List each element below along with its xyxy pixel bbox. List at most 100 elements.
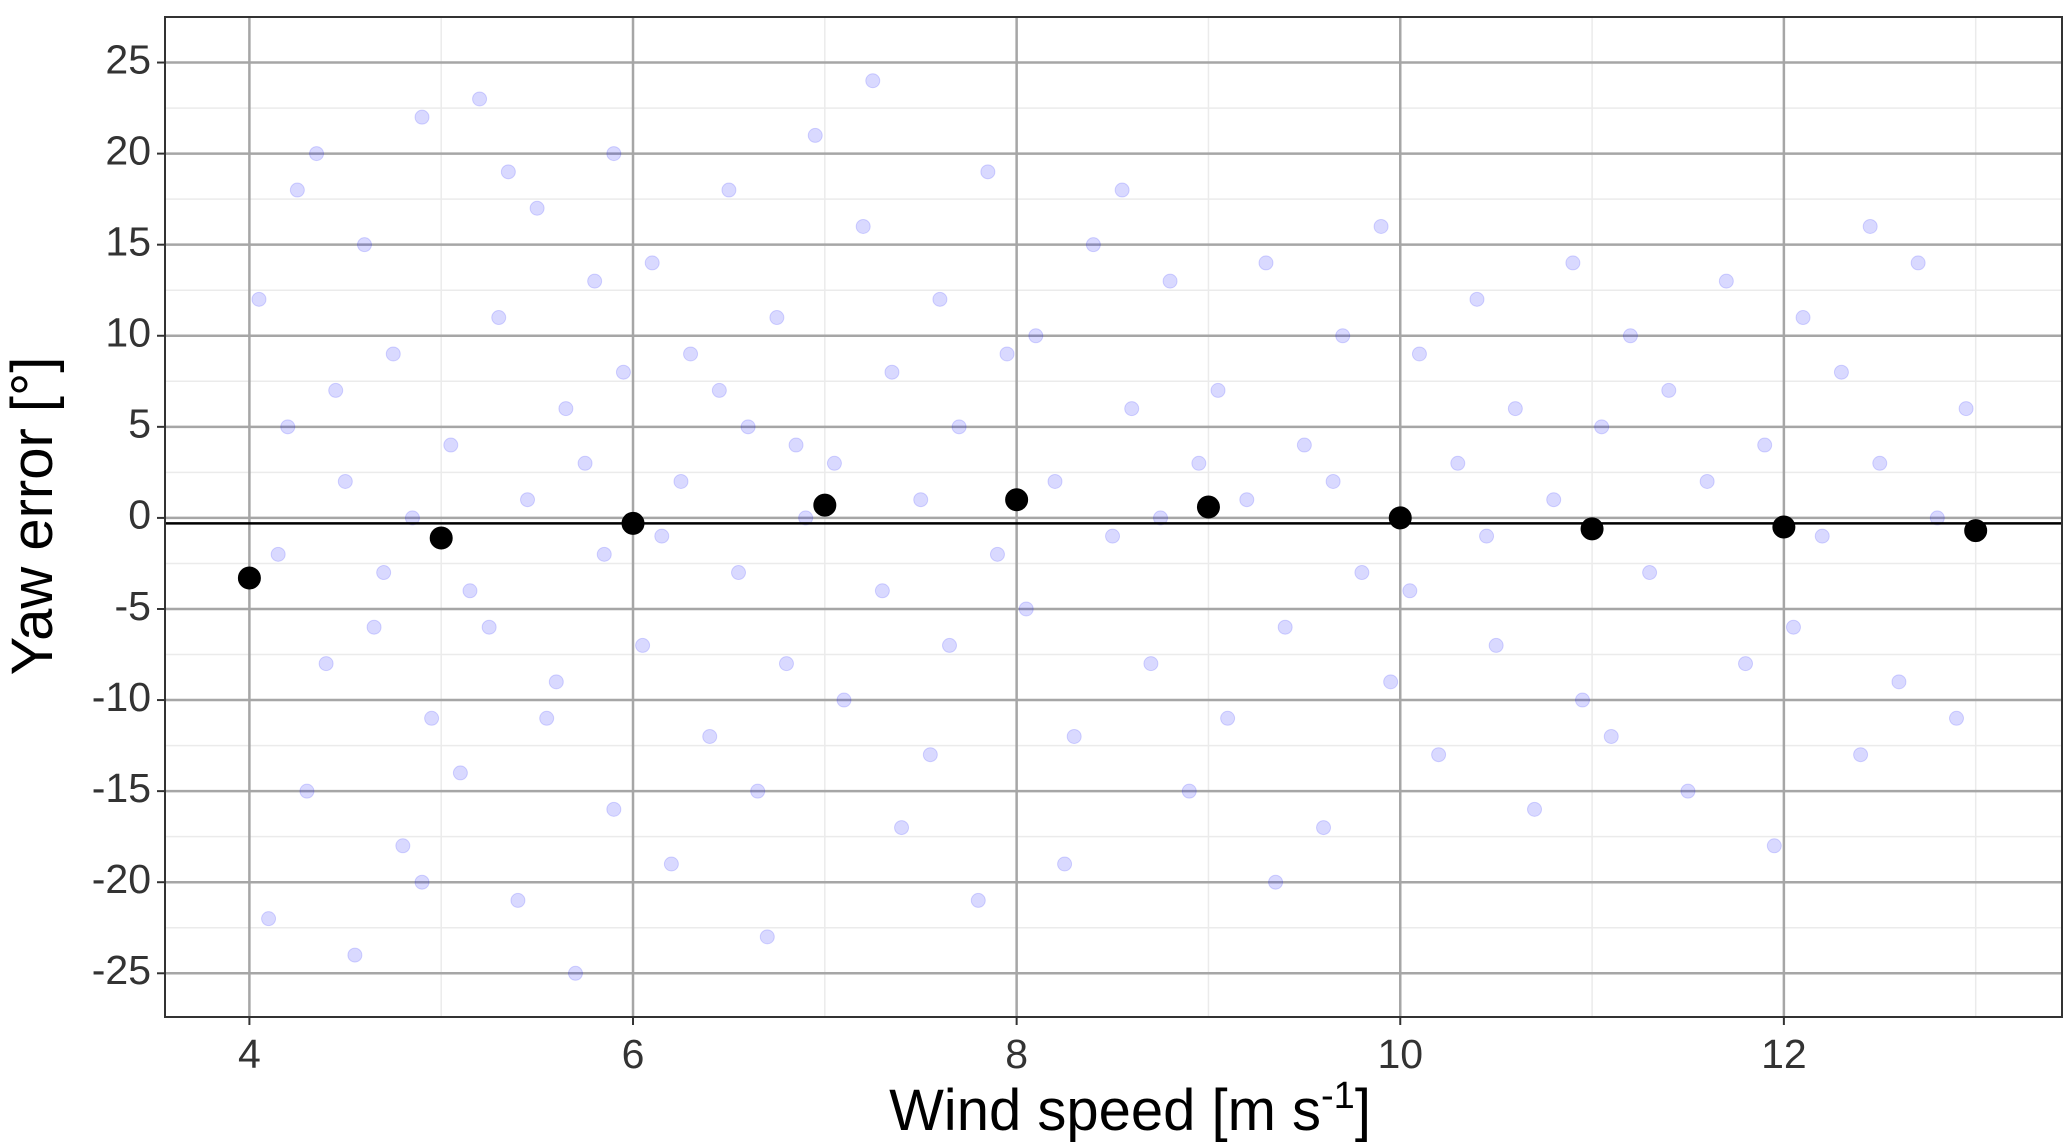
point [280,419,296,435]
point [721,182,737,198]
point [913,492,929,508]
point [813,493,837,517]
point [1699,473,1715,489]
point [654,528,670,544]
point [1527,801,1543,817]
point [414,874,430,890]
y-tick-label: 10 [105,310,151,356]
point [237,566,261,590]
point [999,346,1015,362]
point [1296,437,1312,453]
point [366,619,382,635]
point [1066,728,1082,744]
point [1411,346,1427,362]
point [1450,455,1466,471]
point [855,218,871,234]
point [491,310,507,326]
point [356,237,372,253]
plot-border [164,16,2063,1018]
point [1085,237,1101,253]
point [1152,510,1168,526]
point [702,728,718,744]
point [270,546,286,562]
point [759,929,775,945]
point [1862,218,1878,234]
point [1239,492,1255,508]
point [836,692,852,708]
point [1220,710,1236,726]
point [1005,488,1029,512]
point [1718,273,1734,289]
point [347,947,363,963]
point [1958,401,1974,417]
point [1047,473,1063,489]
point [1833,364,1849,380]
point [376,565,392,581]
point [769,310,785,326]
y-tick-label: 25 [105,36,151,82]
point [1431,747,1447,763]
point [884,364,900,380]
point [548,674,564,690]
point [807,127,823,143]
point [251,291,267,307]
point [481,619,497,635]
y-tick-label: 20 [105,127,151,173]
point [606,801,622,817]
point [472,91,488,107]
point [289,182,305,198]
point [778,656,794,672]
point [621,511,645,535]
point [1258,255,1274,271]
x-tick-label: 10 [1377,1031,1423,1077]
point [932,291,948,307]
point [1757,437,1773,453]
point [1196,495,1220,519]
point [1785,619,1801,635]
point [1574,692,1590,708]
y-tick-label: -5 [115,583,151,629]
point [1603,728,1619,744]
point [711,382,727,398]
point [1546,492,1562,508]
point [1268,874,1284,890]
x-tick-label: 8 [1005,1031,1028,1077]
point [1325,473,1341,489]
point [1181,783,1197,799]
point [1642,565,1658,581]
x-tick-label: 4 [238,1031,261,1077]
point [1277,619,1293,635]
point [414,109,430,125]
y-tick-label: -15 [92,765,151,811]
point [1661,382,1677,398]
point [1354,565,1370,581]
y-axis-title: Yaw error [°] [0,357,65,676]
point [644,255,660,271]
point [731,565,747,581]
point [750,783,766,799]
point [635,637,651,653]
point [951,419,967,435]
point [567,965,583,981]
x-axis-title: Wind speed [m s-1] [889,1075,1371,1143]
point [1124,401,1140,417]
point [539,710,555,726]
point [1738,656,1754,672]
point [1507,401,1523,417]
x-axis-title-sup: -1 [1321,1075,1355,1117]
point [1891,674,1907,690]
point [874,583,890,599]
point [1580,517,1604,541]
point [606,146,622,162]
point [337,473,353,489]
y-tick-label: 5 [128,401,151,447]
point [1057,856,1073,872]
point [577,455,593,471]
point [683,346,699,362]
x-tick-label: 12 [1761,1031,1807,1077]
point [788,437,804,453]
point [1335,328,1351,344]
point [1143,656,1159,672]
x-tick-label: 6 [622,1031,645,1077]
